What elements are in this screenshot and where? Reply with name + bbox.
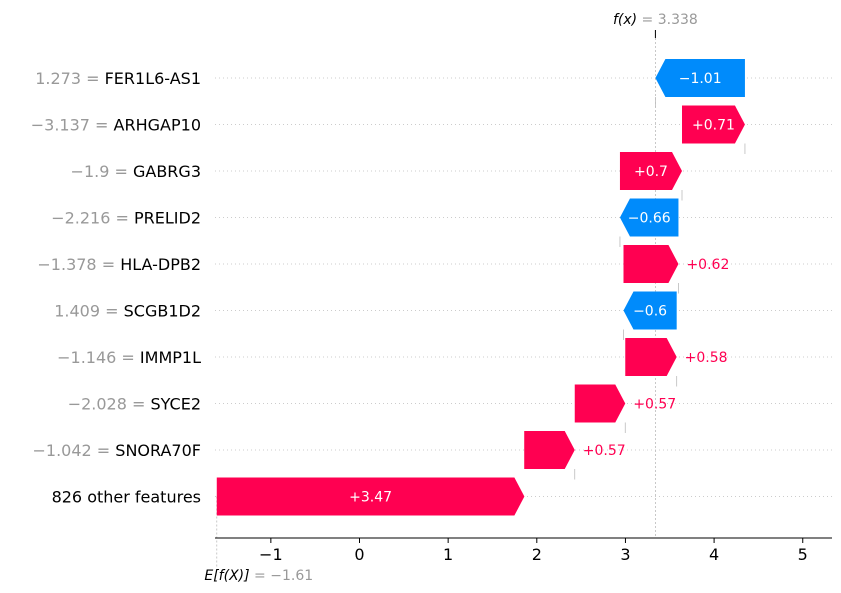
feature-label: −1.042 = SNORA70F (33, 441, 202, 460)
x-axis: −1 0 1 2 3 4 5 (215, 537, 832, 564)
reference-lines (216, 30, 746, 568)
feature-name: HLA-DPB2 (120, 255, 201, 274)
feature-label: 1.409 = SCGB1D2 (54, 301, 201, 320)
annotations: f(x) = 3.338 E[f(X)] = −1.61 (204, 12, 697, 584)
feature-value: −2.216 = (51, 208, 134, 227)
feature-name: GABRG3 (133, 162, 201, 181)
base-value-label: E[f(X)] (204, 568, 249, 584)
positive-contribution-bar (574, 384, 626, 423)
feature-name: PRELID2 (134, 208, 201, 227)
x-tick-label: 4 (709, 545, 719, 564)
bar-value-label: −0.66 (628, 211, 671, 227)
fx-annotation: f(x) = 3.338 (613, 12, 698, 28)
feature-name: 826 other features (52, 487, 201, 506)
feature-value: −1.146 = (57, 348, 140, 367)
feature-name: SNORA70F (115, 441, 201, 460)
feature-value: −1.378 = (37, 255, 120, 274)
x-tick-label: 0 (354, 545, 364, 564)
negative-contribution-bar (655, 59, 745, 97)
feature-value: −2.028 = (68, 394, 151, 413)
feature-label: −1.146 = IMMP1L (57, 348, 201, 367)
feature-value: −1.042 = (33, 441, 116, 460)
positive-contribution-bar (682, 105, 745, 144)
bar-value-label: +0.58 (685, 350, 728, 366)
feature-label: 1.273 = FER1L6-AS1 (35, 69, 201, 88)
bar-value-label: +0.57 (633, 397, 676, 413)
contribution-bars: −1.01 +0.71 +0.7 −0.66 +0.62 −0.6 +0.58 +0.57 +0… (216, 59, 745, 516)
feature-name: FER1L6-AS1 (105, 69, 201, 88)
negative-contribution-bar (619, 198, 679, 237)
base-value: = −1.61 (250, 568, 314, 584)
bar-value-label: +0.7 (634, 164, 668, 180)
base-value-annotation: E[f(X)] = −1.61 (204, 568, 313, 584)
feature-label: −1.378 = HLA-DPB2 (37, 255, 201, 274)
positive-contribution-bar (216, 477, 525, 516)
feature-value: 1.409 = (54, 301, 123, 320)
bar-value-label: +0.71 (692, 118, 735, 134)
feature-label: −3.137 = ARHGAP10 (31, 115, 201, 134)
bar-value-label: +0.62 (686, 257, 729, 273)
positive-contribution-bar (625, 338, 677, 376)
x-tick-label: 5 (798, 545, 808, 564)
row-gridlines (215, 77, 832, 497)
x-tick-label: 3 (620, 545, 630, 564)
feature-label: 826 other features (52, 487, 201, 506)
feature-value: 1.273 = (35, 69, 104, 88)
x-tick-label: −1 (259, 545, 283, 564)
bar-value-label: −0.6 (633, 304, 667, 320)
feature-value: −3.137 = (31, 115, 114, 134)
positive-contribution-bar (623, 245, 679, 283)
feature-labels: 1.273 = FER1L6-AS1 −3.137 = ARHGAP10 −1.9 … (31, 69, 201, 507)
feature-label: −2.028 = SYCE2 (68, 394, 201, 413)
positive-contribution-bar (524, 431, 575, 469)
positive-contribution-bar (619, 152, 683, 190)
x-tick-label: 2 (532, 545, 542, 564)
bar-value-label: +3.47 (349, 490, 392, 506)
fx-label: f(x) (613, 12, 637, 28)
fx-value: = 3.338 (637, 12, 698, 28)
feature-name: IMMP1L (140, 348, 201, 367)
bar-value-label: −1.01 (679, 71, 722, 87)
feature-label: −2.216 = PRELID2 (51, 208, 201, 227)
bar-value-label: +0.57 (583, 443, 626, 459)
feature-name: SCGB1D2 (124, 301, 201, 320)
feature-label: −1.9 = GABRG3 (71, 162, 201, 181)
feature-name: ARHGAP10 (114, 115, 201, 134)
negative-contribution-bar (623, 291, 677, 330)
x-tick-label: 1 (443, 545, 453, 564)
feature-value: −1.9 = (71, 162, 133, 181)
feature-name: SYCE2 (150, 394, 201, 413)
